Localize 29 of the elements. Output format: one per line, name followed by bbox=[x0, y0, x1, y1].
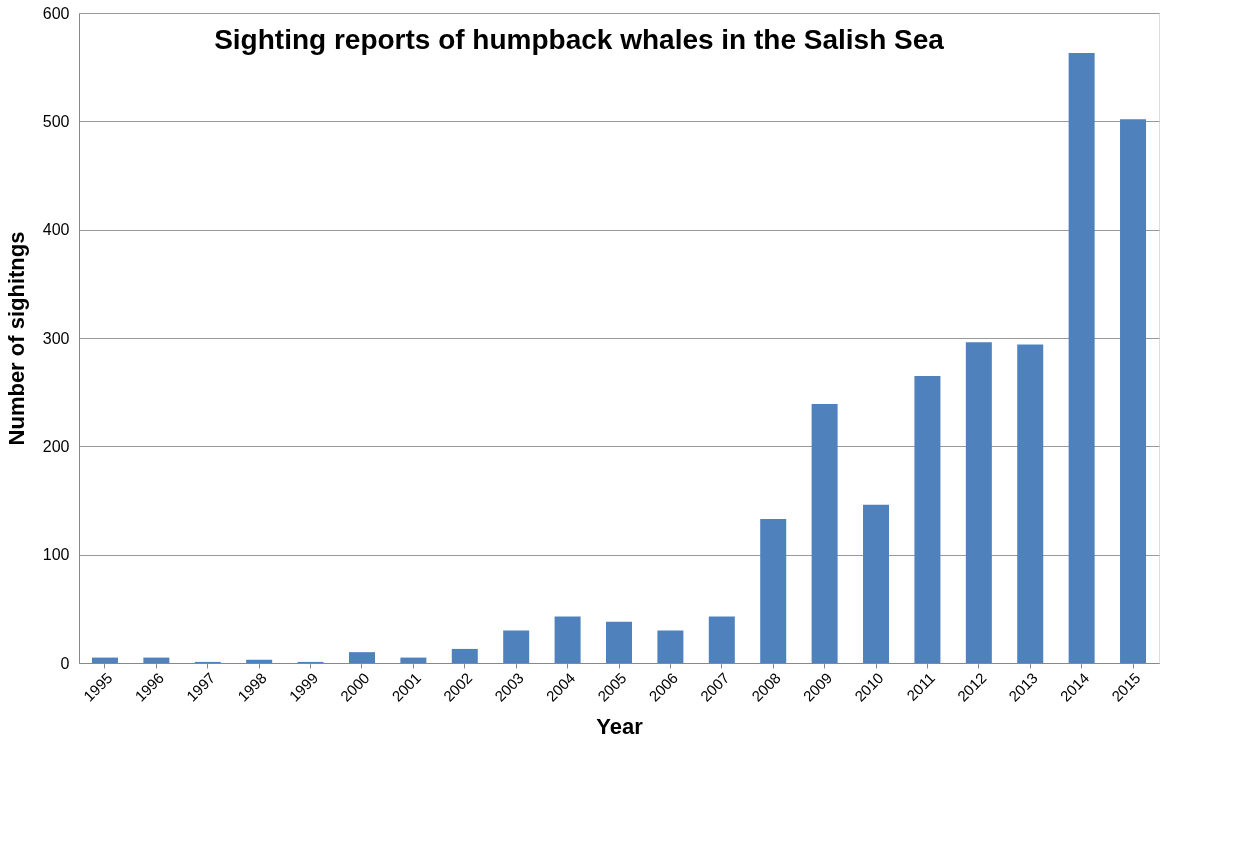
bar bbox=[451, 648, 478, 663]
bar bbox=[143, 657, 170, 663]
bar bbox=[1017, 344, 1044, 663]
y-tick-label: 400 bbox=[42, 221, 70, 239]
bar bbox=[554, 616, 581, 663]
bar bbox=[708, 616, 735, 663]
bar bbox=[965, 342, 992, 663]
bar bbox=[914, 375, 941, 663]
bar bbox=[400, 657, 427, 663]
chart-title: Sighting reports of humpback whales in the Salish Sea bbox=[214, 24, 945, 55]
bar bbox=[348, 652, 375, 663]
bar bbox=[606, 621, 632, 663]
y-tick-label: 0 bbox=[60, 654, 70, 672]
bar bbox=[863, 504, 890, 663]
x-axis-title: Year bbox=[596, 713, 644, 739]
bar bbox=[1120, 119, 1147, 663]
bar bbox=[503, 630, 530, 663]
y-axis-title: Number of sighitngs bbox=[3, 231, 29, 446]
bar bbox=[657, 630, 684, 663]
bar bbox=[1068, 53, 1095, 663]
y-tick-label: 300 bbox=[42, 329, 70, 347]
bar bbox=[91, 657, 118, 663]
bar bbox=[760, 518, 787, 663]
y-tick-label: 100 bbox=[42, 546, 70, 564]
bar bbox=[811, 404, 838, 663]
y-tick-label: 600 bbox=[42, 4, 70, 22]
y-tick-label: 500 bbox=[42, 112, 70, 130]
bar bbox=[246, 659, 273, 663]
y-tick-label: 200 bbox=[42, 437, 70, 455]
